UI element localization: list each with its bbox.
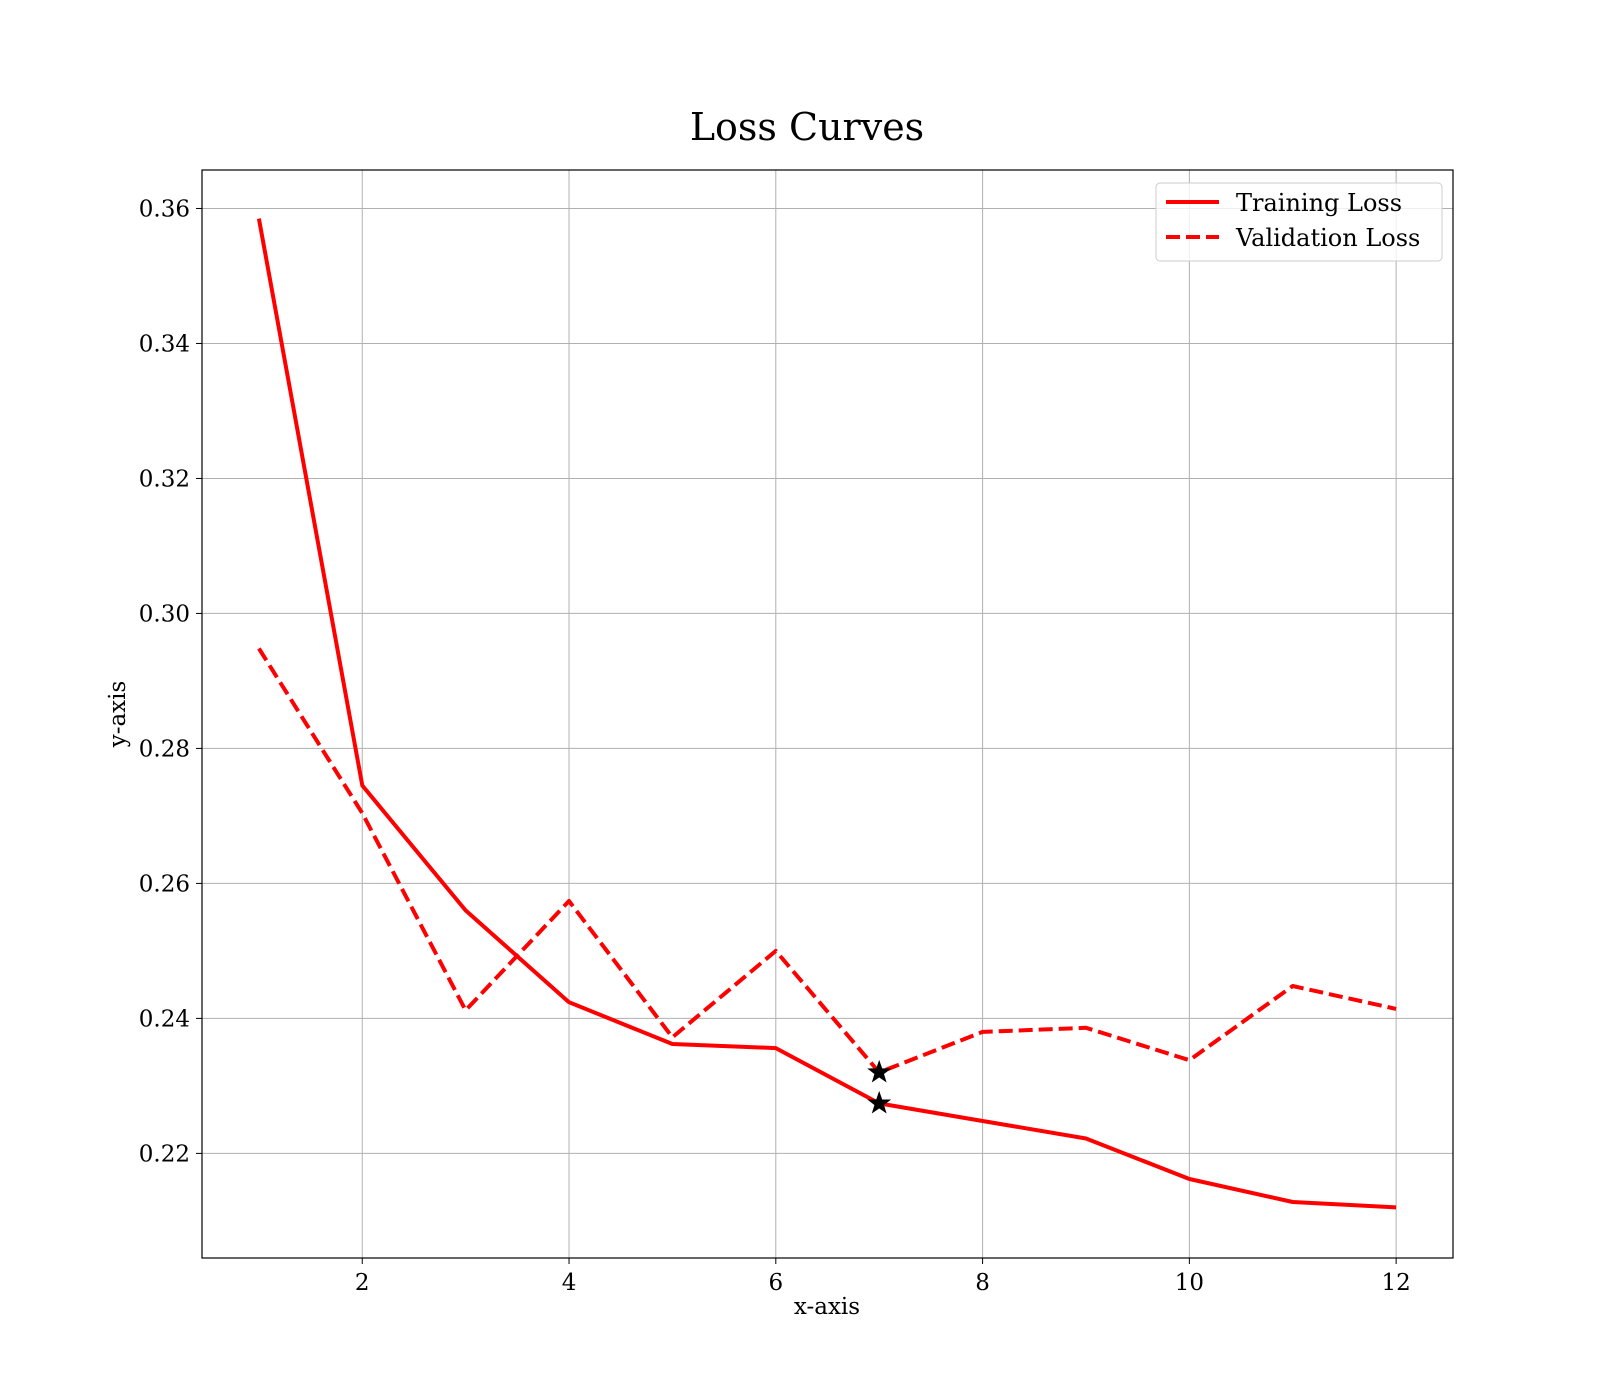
y-tick-label: 0.26 — [139, 871, 190, 897]
y-tick-label: 0.32 — [139, 466, 190, 492]
best-epoch-star-marker — [867, 1090, 892, 1114]
x-tick-label: 6 — [768, 1270, 783, 1296]
y-tick-label: 0.34 — [139, 331, 190, 357]
y-tick-label: 0.28 — [139, 736, 190, 762]
series-layer — [256, 218, 1397, 1210]
x-axis-label: x-axis — [794, 1294, 860, 1320]
legend: Training Loss Validation Loss — [1155, 182, 1443, 262]
grid — [202, 170, 1453, 1258]
ticks: 2 4 6 8 10 12 0.22 0.24 0.26 0.28 0.30 0.32 0.34 0.36 — [139, 196, 1411, 1296]
legend-box — [1155, 182, 1443, 262]
x-tick-label: 2 — [355, 1270, 370, 1296]
x-tick-label: 4 — [562, 1270, 577, 1296]
x-tick-label: 12 — [1381, 1270, 1410, 1296]
plot-area-frame — [201, 169, 1454, 1259]
marker-layer — [867, 1059, 892, 1114]
x-tick-label: 10 — [1175, 1270, 1204, 1296]
legend-label-training: Training Loss — [1236, 189, 1402, 217]
y-tick-label: 0.24 — [139, 1006, 190, 1032]
best-epoch-star-marker — [867, 1059, 892, 1083]
y-axis-label: y-axis — [105, 681, 131, 749]
y-tick-label: 0.36 — [139, 196, 190, 222]
chart-title: Loss Curves — [690, 105, 924, 149]
legend-label-validation: Validation Loss — [1235, 224, 1420, 252]
y-tick-label: 0.22 — [139, 1141, 190, 1167]
validation-loss-line — [257, 647, 1397, 1075]
y-tick-label: 0.30 — [139, 601, 190, 627]
training-loss-line — [256, 218, 1397, 1210]
x-tick-label: 8 — [975, 1270, 990, 1296]
